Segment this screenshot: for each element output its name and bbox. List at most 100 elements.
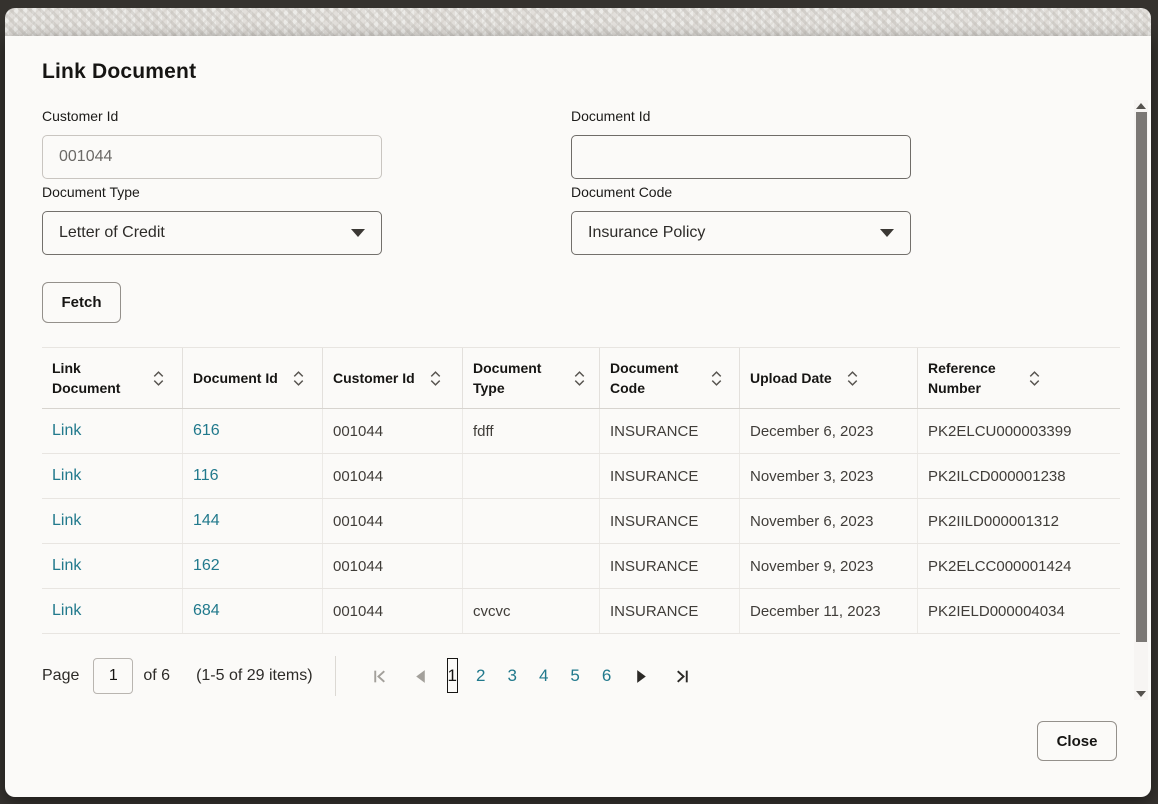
page-link-1[interactable]: 1 bbox=[446, 658, 459, 693]
column-header: Document Id bbox=[183, 348, 323, 408]
link-document-link[interactable]: Link bbox=[52, 467, 82, 484]
sort-icon[interactable] bbox=[573, 370, 586, 387]
fetch-button[interactable]: Fetch bbox=[42, 282, 121, 323]
document-code-cell: INSURANCE bbox=[600, 589, 740, 633]
previous-page-button[interactable] bbox=[408, 665, 433, 688]
page-number-input[interactable] bbox=[93, 658, 134, 694]
column-header: Customer Id bbox=[323, 348, 463, 408]
document-code-cell: INSURANCE bbox=[600, 454, 740, 498]
column-header-label: Document Id bbox=[193, 369, 278, 386]
upload-date-cell: December 6, 2023 bbox=[740, 409, 918, 453]
column-header-label: Document Type bbox=[473, 359, 542, 396]
reference-number-cell: PK2IELD000004034 bbox=[928, 602, 1065, 620]
close-button[interactable]: Close bbox=[1037, 721, 1117, 761]
scrollbar-thumb[interactable] bbox=[1135, 112, 1147, 642]
column-header-label: Reference Number bbox=[928, 359, 996, 396]
customer-id-cell: 001044 bbox=[323, 589, 463, 633]
document-id-link[interactable]: 162 bbox=[193, 557, 220, 574]
next-page-button[interactable] bbox=[629, 665, 654, 688]
page-link-6[interactable]: 6 bbox=[601, 666, 612, 685]
page-link-3[interactable]: 3 bbox=[507, 666, 517, 685]
reference-number-cell: PK2ELCU000003399 bbox=[928, 422, 1072, 440]
pagination-bar: Page of 6 (1-5 of 29 items) 12 3 4 5 6 bbox=[42, 654, 802, 698]
sort-icon[interactable] bbox=[846, 370, 859, 387]
reference-number-cell: PK2ELCC000001424 bbox=[928, 557, 1072, 575]
document-code-cell: INSURANCE bbox=[600, 499, 740, 543]
link-document-link[interactable]: Link bbox=[52, 602, 82, 619]
reference-number-cell: PK2IILD000001312 bbox=[928, 512, 1059, 530]
document-id-link[interactable]: 616 bbox=[193, 422, 220, 439]
link-document-dialog: Link Document Customer Id Document Id Do… bbox=[5, 36, 1151, 797]
sort-icon[interactable] bbox=[1028, 370, 1041, 387]
upload-date-cell: December 11, 2023 bbox=[740, 589, 918, 633]
page-of-label: of 6 bbox=[143, 667, 171, 684]
document-type-select[interactable]: Letter of Credit bbox=[42, 211, 382, 255]
first-page-icon bbox=[373, 669, 385, 683]
document-type-cell bbox=[463, 454, 600, 498]
page-link-5[interactable]: 5 bbox=[570, 666, 580, 685]
upload-date-cell: November 9, 2023 bbox=[740, 544, 918, 588]
column-header-label: Upload Date bbox=[750, 369, 832, 386]
page-label: Page bbox=[42, 667, 80, 684]
scroll-down-icon[interactable] bbox=[1136, 691, 1146, 697]
page-link-4[interactable]: 4 bbox=[538, 666, 549, 685]
previous-page-icon bbox=[415, 669, 425, 683]
link-document-link[interactable]: Link bbox=[52, 422, 82, 439]
document-id-link[interactable]: 684 bbox=[193, 602, 220, 619]
customer-id-cell: 001044 bbox=[323, 454, 463, 498]
page-title: Link Document bbox=[42, 60, 197, 83]
column-header-label: Link Document bbox=[52, 359, 121, 396]
customer-id-label: Customer Id bbox=[42, 108, 119, 124]
document-id-input[interactable] bbox=[571, 135, 911, 179]
page-link-2[interactable]: 2 bbox=[476, 666, 486, 685]
last-page-icon bbox=[677, 669, 689, 683]
customer-id-cell: 001044 bbox=[323, 544, 463, 588]
table-header-row: Link Document Document Id Customer Id Do… bbox=[42, 348, 1120, 409]
document-code-cell: INSURANCE bbox=[600, 409, 740, 453]
caret-down-icon bbox=[351, 229, 365, 237]
column-header: Upload Date bbox=[740, 348, 918, 408]
column-header: Document Type bbox=[463, 348, 600, 408]
vertical-scrollbar[interactable] bbox=[1134, 100, 1148, 700]
table-row: Link 616 001044 fdff INSURANCE December … bbox=[42, 409, 1120, 454]
document-type-cell bbox=[463, 544, 600, 588]
sort-icon[interactable] bbox=[429, 370, 442, 387]
document-code-select[interactable]: Insurance Policy bbox=[571, 211, 911, 255]
blurred-background-strip bbox=[5, 8, 1151, 36]
customer-id-cell: 001044 bbox=[323, 409, 463, 453]
sort-icon[interactable] bbox=[710, 370, 723, 387]
sort-icon[interactable] bbox=[292, 370, 305, 387]
column-header: Document Code bbox=[600, 348, 740, 408]
document-code-value: Insurance Policy bbox=[588, 224, 706, 241]
link-document-link[interactable]: Link bbox=[52, 557, 82, 574]
reference-number-cell: PK2ILCD000001238 bbox=[928, 467, 1066, 485]
table-row: Link 116 001044 INSURANCE November 3, 20… bbox=[42, 454, 1120, 499]
link-document-link[interactable]: Link bbox=[52, 512, 82, 529]
column-header-label: Customer Id bbox=[333, 369, 415, 386]
caret-down-icon bbox=[880, 229, 894, 237]
upload-date-cell: November 3, 2023 bbox=[740, 454, 918, 498]
table-row: Link 684 001044 cvcvc INSURANCE December… bbox=[42, 589, 1120, 634]
sort-icon[interactable] bbox=[152, 370, 165, 387]
document-code-label: Document Code bbox=[571, 184, 673, 200]
pagination-divider bbox=[334, 656, 336, 696]
scrollbar-track[interactable] bbox=[1134, 112, 1148, 688]
customer-id-input[interactable] bbox=[42, 135, 382, 179]
document-type-label: Document Type bbox=[42, 184, 140, 200]
document-type-value: Letter of Credit bbox=[59, 224, 165, 241]
table-row: Link 162 001044 INSURANCE November 9, 20… bbox=[42, 544, 1120, 589]
document-id-link[interactable]: 144 bbox=[193, 512, 220, 529]
column-header: Link Document bbox=[42, 348, 183, 408]
document-type-cell bbox=[463, 499, 600, 543]
document-code-cell: INSURANCE bbox=[600, 544, 740, 588]
document-id-label: Document Id bbox=[571, 108, 651, 124]
first-page-button[interactable] bbox=[365, 664, 394, 689]
documents-table: Link Document Document Id Customer Id Do… bbox=[42, 347, 1120, 634]
last-page-button[interactable] bbox=[668, 664, 697, 689]
customer-id-cell: 001044 bbox=[323, 499, 463, 543]
document-id-link[interactable]: 116 bbox=[193, 467, 219, 484]
column-header-label: Document Code bbox=[610, 359, 679, 396]
scroll-up-icon[interactable] bbox=[1136, 103, 1146, 109]
column-header: Reference Number bbox=[918, 348, 1120, 408]
items-summary: (1-5 of 29 items) bbox=[196, 667, 313, 684]
